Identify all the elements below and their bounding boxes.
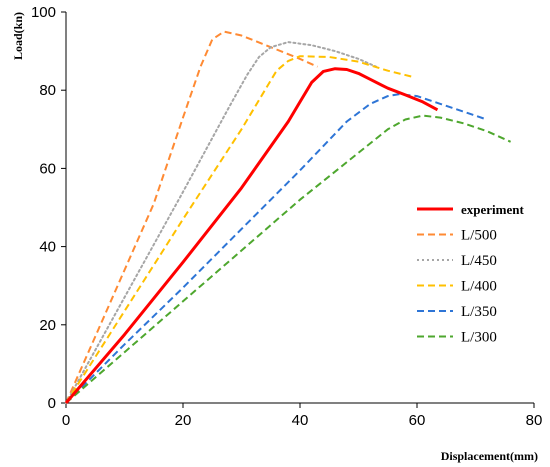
- y-tick-label: 60: [39, 160, 56, 177]
- series-line-l-350: [65, 93, 485, 404]
- legend-label: L/350: [461, 304, 497, 320]
- series-line-experiment: [64, 67, 439, 404]
- y-tick-label: 100: [31, 4, 56, 21]
- legend-label: experiment: [461, 202, 524, 217]
- x-tick-label: 60: [409, 412, 426, 429]
- series-line-l-400: [65, 55, 412, 404]
- x-axis-label: Displacement(mm): [441, 449, 538, 463]
- legend-label: L/400: [461, 279, 497, 295]
- y-axis-label: Load(kn): [11, 12, 25, 60]
- series-line-l-500: [65, 30, 318, 404]
- legend: experiment L/500 L/450 L/400 L/350 L/300: [417, 202, 524, 346]
- y-tick-label: 80: [39, 82, 56, 99]
- series-layer: [64, 30, 512, 404]
- series-line-l-450: [65, 41, 378, 404]
- legend-label: L/300: [461, 330, 497, 346]
- x-tick-label: 80: [526, 412, 543, 429]
- y-tick-label: 0: [48, 395, 56, 412]
- series-line-l-300: [65, 114, 512, 404]
- y-tick-label: 40: [39, 239, 56, 256]
- y-tick-label: 20: [39, 317, 56, 334]
- x-tick-label: 20: [175, 412, 192, 429]
- axes: 0 20 40 60 80 0 20 40 60 80 100: [31, 4, 542, 429]
- legend-label: L/500: [461, 228, 497, 244]
- x-tick-label: 0: [62, 412, 70, 429]
- x-tick-label: 40: [292, 412, 309, 429]
- legend-label: L/450: [461, 253, 497, 269]
